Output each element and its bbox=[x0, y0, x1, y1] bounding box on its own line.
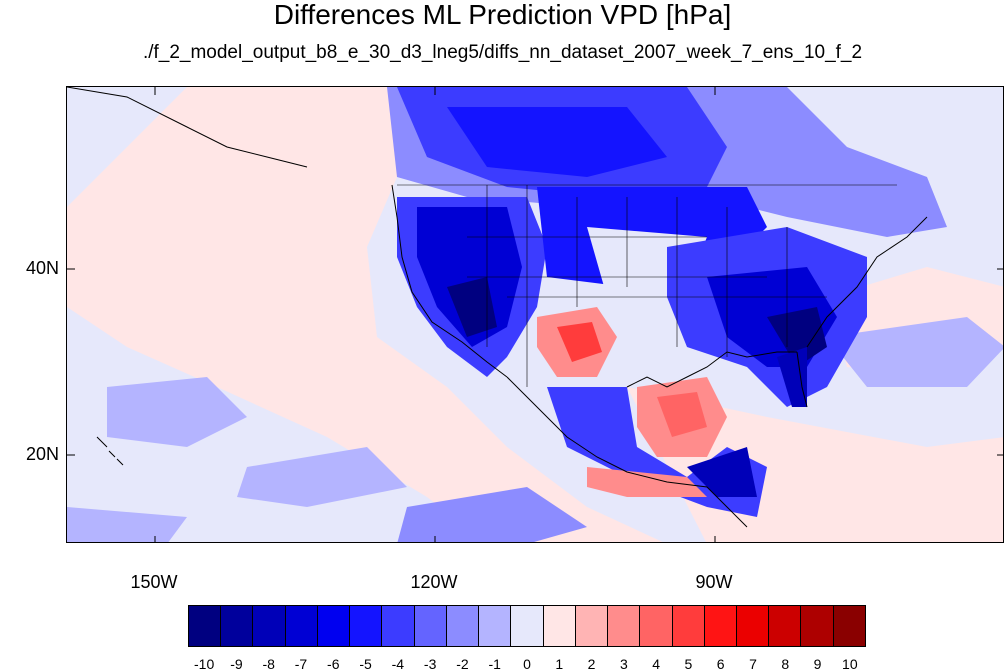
colorbar-swatch bbox=[801, 606, 834, 646]
colorbar-swatch bbox=[221, 606, 254, 646]
colorbar-swatch bbox=[736, 606, 770, 646]
colorbar-swatch bbox=[672, 606, 705, 646]
colorbar-tick-label: 3 bbox=[619, 656, 628, 672]
colorbar-swatch bbox=[511, 606, 544, 646]
colorbar-tick-label: -8 bbox=[262, 656, 275, 672]
lat-label-20n: 20N bbox=[26, 444, 60, 464]
colorbar-tick-label: -2 bbox=[456, 656, 469, 672]
colorbar-tick-label: 9 bbox=[813, 656, 822, 672]
map-title: Differences ML Prediction VPD [hPa] bbox=[273, 0, 732, 30]
colorbar-tick-label: 7 bbox=[749, 656, 757, 672]
colorbar-tick-label: -1 bbox=[488, 656, 501, 672]
colorbar-swatch bbox=[189, 606, 222, 646]
colorbar-tick-label: 2 bbox=[587, 656, 596, 672]
colorbar-tick-label: -7 bbox=[294, 656, 308, 672]
coastlines bbox=[67, 87, 928, 528]
colorbar-tick-label: -9 bbox=[230, 656, 243, 672]
colorbar-swatch bbox=[317, 606, 351, 646]
colorbar-tick-label: 1 bbox=[555, 656, 564, 672]
colorbar-tick-label: 8 bbox=[781, 656, 790, 672]
colorbar-tick-label: 10 bbox=[842, 656, 858, 672]
colorbar-tick-label: -10 bbox=[194, 656, 215, 672]
colorbar-tick-label: -3 bbox=[423, 656, 437, 672]
colorbar-swatch bbox=[414, 606, 447, 646]
colorbar-swatch bbox=[382, 606, 415, 646]
map-plot-area bbox=[66, 86, 1004, 543]
colorbar-swatch bbox=[253, 606, 286, 646]
colorbar-tick-label: 5 bbox=[684, 656, 693, 672]
colorbar-swatch bbox=[543, 606, 576, 646]
colorbar-swatch bbox=[608, 606, 641, 646]
colorbar-swatch bbox=[704, 606, 737, 646]
colorbar-swatch bbox=[833, 606, 865, 646]
lat-label-40n: 40N bbox=[26, 258, 60, 278]
colorbar-swatch bbox=[640, 606, 673, 646]
colorbar-tick-label: -5 bbox=[359, 656, 372, 672]
pink-ocean-region bbox=[67, 87, 663, 542]
colorbar-tick-label: -6 bbox=[327, 656, 340, 672]
colorbar-tick-label: 0 bbox=[523, 656, 531, 672]
colorbar bbox=[188, 605, 866, 647]
colorbar-swatch bbox=[479, 606, 512, 646]
colorbar-swatch bbox=[575, 606, 609, 646]
axis-ticks bbox=[67, 87, 1003, 542]
colorbar-tick-label: -4 bbox=[391, 656, 405, 672]
map-subtitle: ./f_2_model_output_b8_e_30_d3_lneg5/diff… bbox=[142, 42, 863, 63]
lon-label-120w: 120W bbox=[410, 572, 458, 592]
lon-label-150w: 150W bbox=[130, 572, 178, 592]
colorbar-swatch bbox=[446, 606, 480, 646]
colorbar-swatch bbox=[769, 606, 802, 646]
colorbar-tick-label: 4 bbox=[652, 656, 661, 672]
lon-label-90w: 90W bbox=[695, 572, 733, 592]
colorbar-swatch bbox=[350, 606, 383, 646]
vpd-difference-map bbox=[67, 87, 1003, 542]
colorbar-swatch bbox=[285, 606, 318, 646]
colorbar-tick-label: 6 bbox=[716, 656, 725, 672]
state-borders bbox=[397, 184, 897, 387]
